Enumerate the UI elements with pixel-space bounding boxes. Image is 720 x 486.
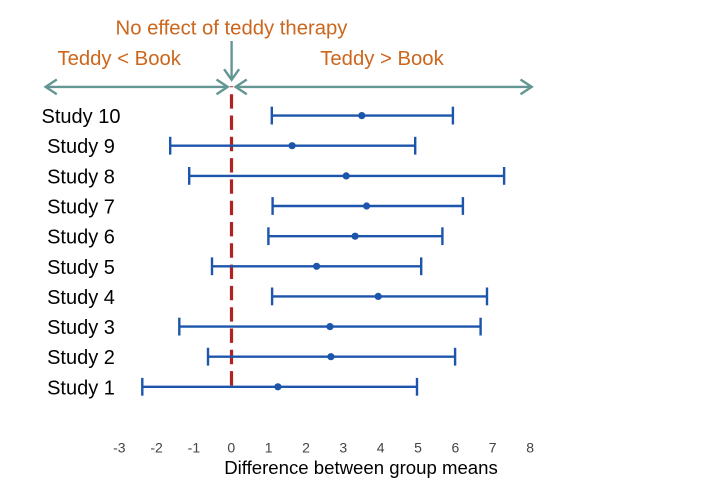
svg-text:8: 8	[526, 440, 534, 456]
svg-text:Study 5: Study 5	[47, 257, 115, 279]
svg-text:2: 2	[302, 440, 310, 456]
svg-text:3: 3	[339, 440, 347, 456]
svg-text:Study 7: Study 7	[47, 197, 115, 219]
svg-text:Study 6: Study 6	[47, 227, 115, 249]
svg-text:4: 4	[377, 440, 385, 456]
svg-text:Difference between group means: Difference between group means	[224, 457, 498, 478]
svg-text:Study 1: Study 1	[47, 377, 115, 399]
svg-text:Study 10: Study 10	[42, 106, 121, 128]
svg-text:0: 0	[227, 440, 235, 456]
svg-text:Study 9: Study 9	[47, 136, 115, 158]
svg-text:-2: -2	[150, 440, 163, 456]
svg-text:-1: -1	[188, 440, 201, 456]
svg-text:6: 6	[452, 440, 460, 456]
svg-text:7: 7	[489, 440, 497, 456]
svg-text:1: 1	[265, 440, 273, 456]
svg-text:Study 8: Study 8	[47, 166, 115, 188]
svg-text:5: 5	[414, 440, 422, 456]
svg-text:Teddy < Book: Teddy < Book	[57, 48, 181, 70]
svg-text:No effect of teddy therapy: No effect of teddy therapy	[116, 18, 349, 40]
svg-text:-3: -3	[113, 440, 126, 456]
svg-text:Teddy > Book: Teddy > Book	[320, 48, 444, 70]
svg-text:Study 4: Study 4	[47, 287, 115, 309]
svg-text:Study 3: Study 3	[47, 317, 115, 339]
svg-text:Study 2: Study 2	[47, 347, 115, 369]
